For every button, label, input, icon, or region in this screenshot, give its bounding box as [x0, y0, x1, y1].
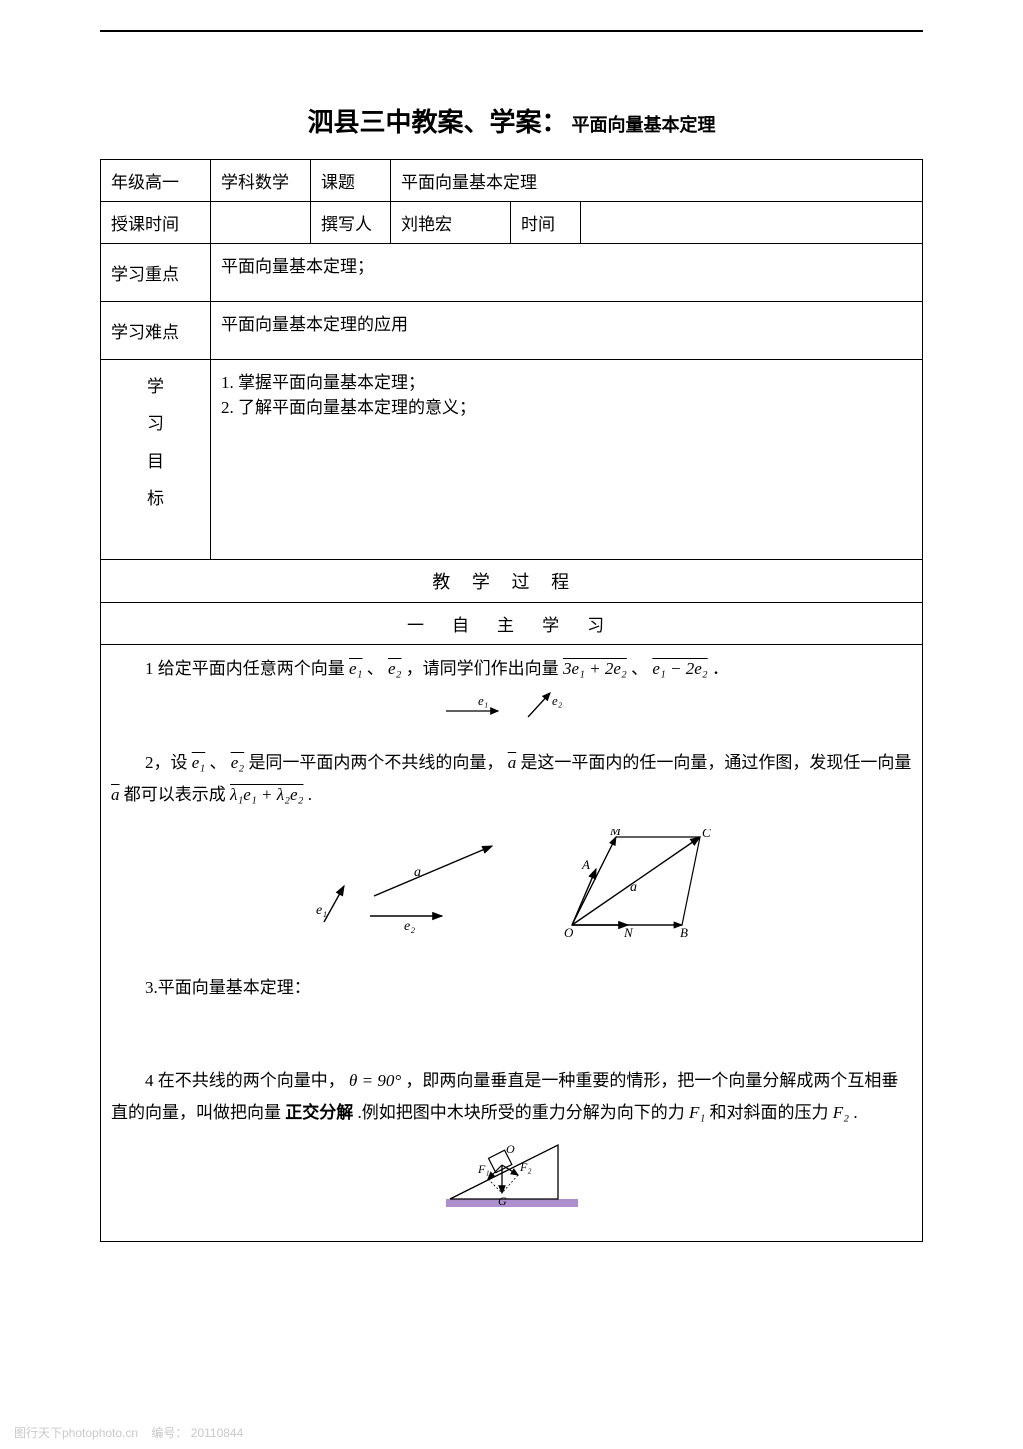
table-row: 学习难点 平面向量基本定理的应用 — [101, 302, 923, 360]
lesson-table: 年级高一 学科数学 课题 平面向量基本定理 授课时间 撰写人 刘艳宏 时间 学习… — [100, 159, 923, 1242]
cell-date-label: 时间 — [511, 202, 581, 244]
svg-text:F₁: F₁ — [477, 1162, 490, 1176]
cell-time-value — [211, 202, 311, 244]
text: 4 在不共线的两个向量中， — [111, 1065, 345, 1097]
table-row: 教学过程 — [101, 560, 923, 603]
theta-expr: θ = 90° — [349, 1071, 401, 1090]
text: . — [853, 1103, 857, 1122]
text: 、 — [209, 753, 230, 772]
vlabel-char: 学 — [111, 368, 200, 405]
svg-text:e₁: e₁ — [316, 903, 327, 918]
expr-lambda: λ₁e₁ + λ₂e₂ — [230, 785, 303, 804]
paragraph-1: 1 给定平面内任意两个向量 e₁ 、 e₂ ，请同学们作出向量 3e₁ + 2e… — [111, 653, 912, 685]
svg-text:M: M — [609, 829, 622, 838]
cell-subject: 学科数学 — [211, 160, 311, 202]
svg-text:a: a — [414, 865, 421, 880]
text: 是同一平面内两个不共线的向量， — [248, 753, 503, 772]
vec-e2: e₂ — [388, 659, 401, 678]
cell-objectives-label: 学 习 目 标 — [101, 360, 211, 560]
doc-title: 泗县三中教案、学案： 平面向量基本定理 — [100, 102, 923, 139]
vec-a: a — [111, 785, 120, 804]
force-f1: F₁ — [689, 1103, 705, 1122]
vec-e2: e₂ — [231, 753, 244, 772]
watermark-site: 图行天下photophoto.cn — [14, 1426, 138, 1440]
watermark: 图行天下photophoto.cn 编号： 20110844 — [14, 1424, 243, 1441]
cell-date-value — [581, 202, 923, 244]
vec-e1: e₁ — [349, 659, 362, 678]
svg-text:N: N — [623, 925, 634, 939]
title-sub: 平面向量基本定理 — [572, 115, 716, 135]
cell-keypoint-label: 学习重点 — [101, 244, 211, 302]
table-row: 学 习 目 标 1. 掌握平面向量基本定理； 2. 了解平面向量基本定理的意义； — [101, 360, 923, 560]
objective-line: 1. 掌握平面向量基本定理； — [221, 368, 912, 393]
svg-text:C: C — [702, 829, 711, 840]
diagram-right: O N B A M C a — [552, 829, 712, 950]
svg-text:B: B — [680, 925, 688, 939]
title-main: 泗县三中教案、学案： — [307, 108, 567, 137]
process-header: 教学过程 — [101, 560, 923, 603]
label-e2: e₂ — [552, 693, 563, 708]
text-bold: 正交分解 — [285, 1103, 353, 1122]
vlabel-char: 标 — [111, 480, 200, 517]
cell-difficulty-value: 平面向量基本定理的应用 — [211, 302, 923, 360]
cell-author-label: 撰写人 — [311, 202, 391, 244]
watermark-id-label: 编号： — [151, 1426, 187, 1440]
table-row: 一 自 主 学 习 — [101, 603, 923, 645]
paragraph-2: 2，设 e₁ 、 e₂ 是同一平面内两个不共线的向量， a 是这一平面内的任一向… — [111, 747, 912, 812]
svg-text:O: O — [564, 925, 574, 939]
content-body: 1 给定平面内任意两个向量 e₁ 、 e₂ ，请同学们作出向量 3e₁ + 2e… — [101, 645, 923, 1242]
vec-e1: e₁ — [192, 753, 205, 772]
cell-topic-label: 课题 — [311, 160, 391, 202]
text: ． — [712, 659, 729, 678]
vlabel-char: 目 — [111, 443, 200, 480]
vlabel-char: 习 — [111, 405, 200, 442]
cell-topic-value: 平面向量基本定理 — [391, 160, 923, 202]
text: 都可以表示成 — [124, 785, 226, 804]
svg-text:a: a — [630, 880, 637, 895]
table-row: 1 给定平面内任意两个向量 e₁ 、 e₂ ，请同学们作出向量 3e₁ + 2e… — [101, 645, 923, 1242]
text: 2，设 — [111, 747, 188, 779]
svg-text:F₂: F₂ — [519, 1160, 532, 1174]
incline-diagram: O F₁ F₂ G — [111, 1135, 912, 1222]
svg-text:G: G — [498, 1194, 507, 1208]
cell-time-label: 授课时间 — [101, 202, 211, 244]
paragraph-3: 3.平面向量基本定理： — [111, 972, 912, 1004]
svg-text:O: O — [506, 1142, 515, 1156]
small-vec-svg: e₁ e₂ — [442, 691, 582, 721]
cell-objectives-value: 1. 掌握平面向量基本定理； 2. 了解平面向量基本定理的意义； — [211, 360, 923, 560]
text: ，请同学们作出向量 — [406, 659, 559, 678]
force-f2: F₂ — [833, 1103, 849, 1122]
text: .例如把图中木块所受的重力分解为向下的力 — [358, 1103, 685, 1122]
objective-line: 2. 了解平面向量基本定理的意义； — [221, 393, 912, 418]
spacer — [111, 1005, 912, 1065]
cell-keypoint-value: 平面向量基本定理； — [211, 244, 923, 302]
text: 、 — [367, 659, 388, 678]
watermark-id: 20110844 — [191, 1426, 244, 1440]
text: 、 — [631, 659, 652, 678]
svg-text:A: A — [581, 857, 590, 872]
expr-2: e₁ − 2e₂ — [652, 659, 707, 678]
text: 是这一平面内的任一向量，通过作图，发现任一向量 — [520, 753, 911, 772]
text: 和对斜面的压力 — [710, 1103, 829, 1122]
small-vectors-diagram: e₁ e₂ — [111, 691, 912, 732]
svg-text:e₂: e₂ — [404, 919, 415, 934]
cell-difficulty-label: 学习难点 — [101, 302, 211, 360]
paragraph-4: 4 在不共线的两个向量中， θ = 90° ，即两向量垂直是一种重要的情形，把一… — [111, 1065, 912, 1130]
vector-diagrams: e₁ e₂ a — [111, 829, 912, 950]
cell-grade: 年级高一 — [101, 160, 211, 202]
vec-a: a — [508, 753, 517, 772]
cell-author-value: 刘艳宏 — [391, 202, 511, 244]
top-rule — [100, 30, 923, 32]
self-study-header: 一 自 主 学 习 — [101, 603, 923, 645]
text: 1 给定平面内任意两个向量 — [145, 659, 345, 678]
label-e1: e₁ — [478, 693, 488, 708]
table-row: 年级高一 学科数学 课题 平面向量基本定理 — [101, 160, 923, 202]
diagram-left: e₁ e₂ a — [312, 834, 512, 945]
table-row: 授课时间 撰写人 刘艳宏 时间 — [101, 202, 923, 244]
text: . — [308, 785, 312, 804]
table-row: 学习重点 平面向量基本定理； — [101, 244, 923, 302]
expr-1: 3e₁ + 2e₂ — [563, 659, 627, 678]
